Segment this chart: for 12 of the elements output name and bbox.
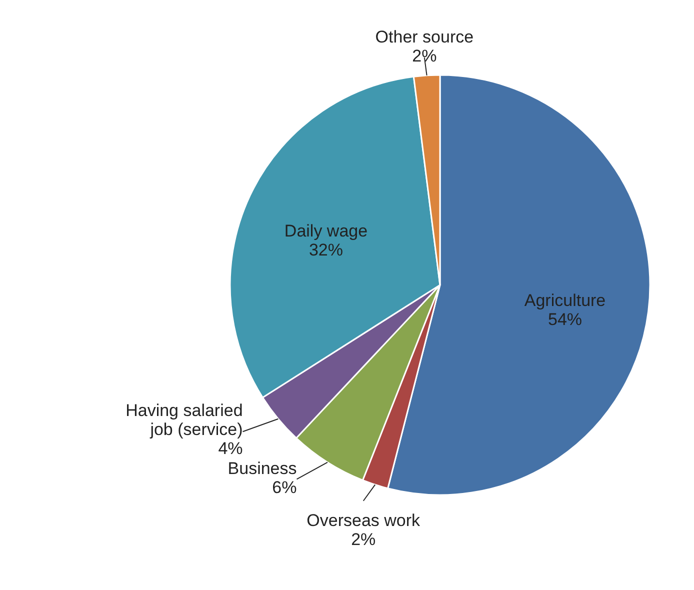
data-label: 32% — [308, 240, 344, 260]
data-label: 2% — [351, 530, 376, 549]
slice-label: Business — [228, 458, 297, 478]
slice-label: Other source — [375, 27, 474, 46]
data-label: 4% — [218, 439, 243, 458]
data-label: 54% — [548, 310, 582, 329]
slice-label: Having salaried job (service) — [126, 401, 243, 440]
data-label: 6% — [272, 478, 297, 497]
slice-label: Overseas work — [306, 510, 421, 530]
slice-label: Daily wage — [284, 221, 368, 240]
slice-label: Agriculture — [524, 290, 606, 310]
data-label: 2% — [412, 46, 437, 66]
